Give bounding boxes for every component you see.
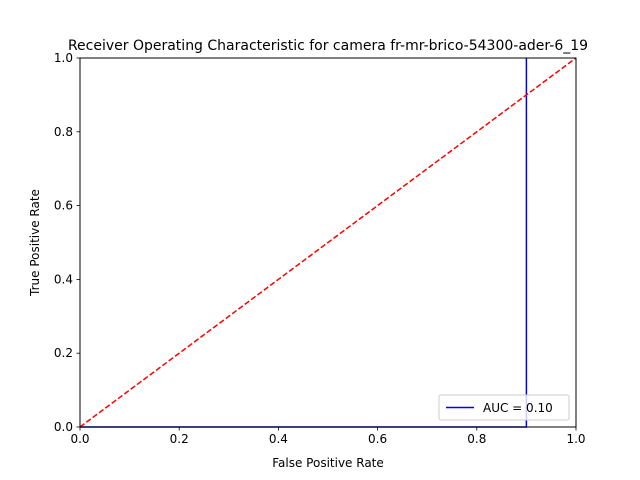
y-tick-label: 0.6 (54, 199, 73, 213)
x-tick-label: 0.6 (368, 432, 387, 446)
y-axis-label: True Positive Rate (28, 189, 42, 297)
x-axis-ticks: 0.0 0.2 0.4 0.6 0.8 1.0 (70, 427, 586, 446)
chance-diagonal-line (79, 57, 577, 428)
plot-frame (79, 57, 577, 428)
legend-box (438, 394, 570, 421)
x-tick-label: 0.4 (269, 432, 288, 446)
legend: AUC = 0.10 (438, 394, 570, 421)
y-tick-label: 0.0 (54, 420, 73, 434)
chart-title: Receiver Operating Characteristic for ca… (68, 38, 588, 54)
legend-label: AUC = 0.10 (483, 401, 553, 415)
y-tick-label: 0.2 (54, 346, 73, 360)
y-tick-label: 1.0 (54, 51, 73, 65)
x-tick-label: 0.0 (70, 432, 89, 446)
x-axis-label: False Positive Rate (272, 456, 384, 470)
y-tick-label: 0.4 (54, 272, 73, 286)
x-tick-label: 1.0 (566, 432, 585, 446)
x-tick-label: 0.8 (467, 432, 486, 446)
y-axis-ticks: 0.0 0.2 0.4 0.6 0.8 1.0 (54, 51, 80, 434)
y-tick-label: 0.8 (54, 125, 73, 139)
x-tick-label: 0.2 (170, 432, 189, 446)
